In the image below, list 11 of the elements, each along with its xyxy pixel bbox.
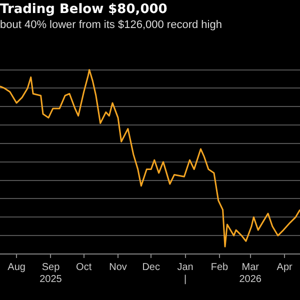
chart-subtitle: bout 40% lower from its $126,000 record high: [0, 19, 222, 32]
x-tick-label: Apr: [276, 262, 294, 273]
x-tick-label: Sep 2025: [40, 262, 62, 285]
chart-title: Trading Below $80,000: [0, 2, 168, 18]
x-tick-label: Mar 2026: [239, 262, 262, 285]
x-tick-label: Jan |: [177, 262, 194, 285]
x-tick-label: Aug: [8, 262, 26, 273]
x-tick-label: Dec: [142, 262, 160, 273]
x-tick-label: Nov: [109, 262, 127, 273]
x-tick-label: Feb: [210, 262, 229, 273]
x-tick-label: Oct: [76, 262, 92, 273]
